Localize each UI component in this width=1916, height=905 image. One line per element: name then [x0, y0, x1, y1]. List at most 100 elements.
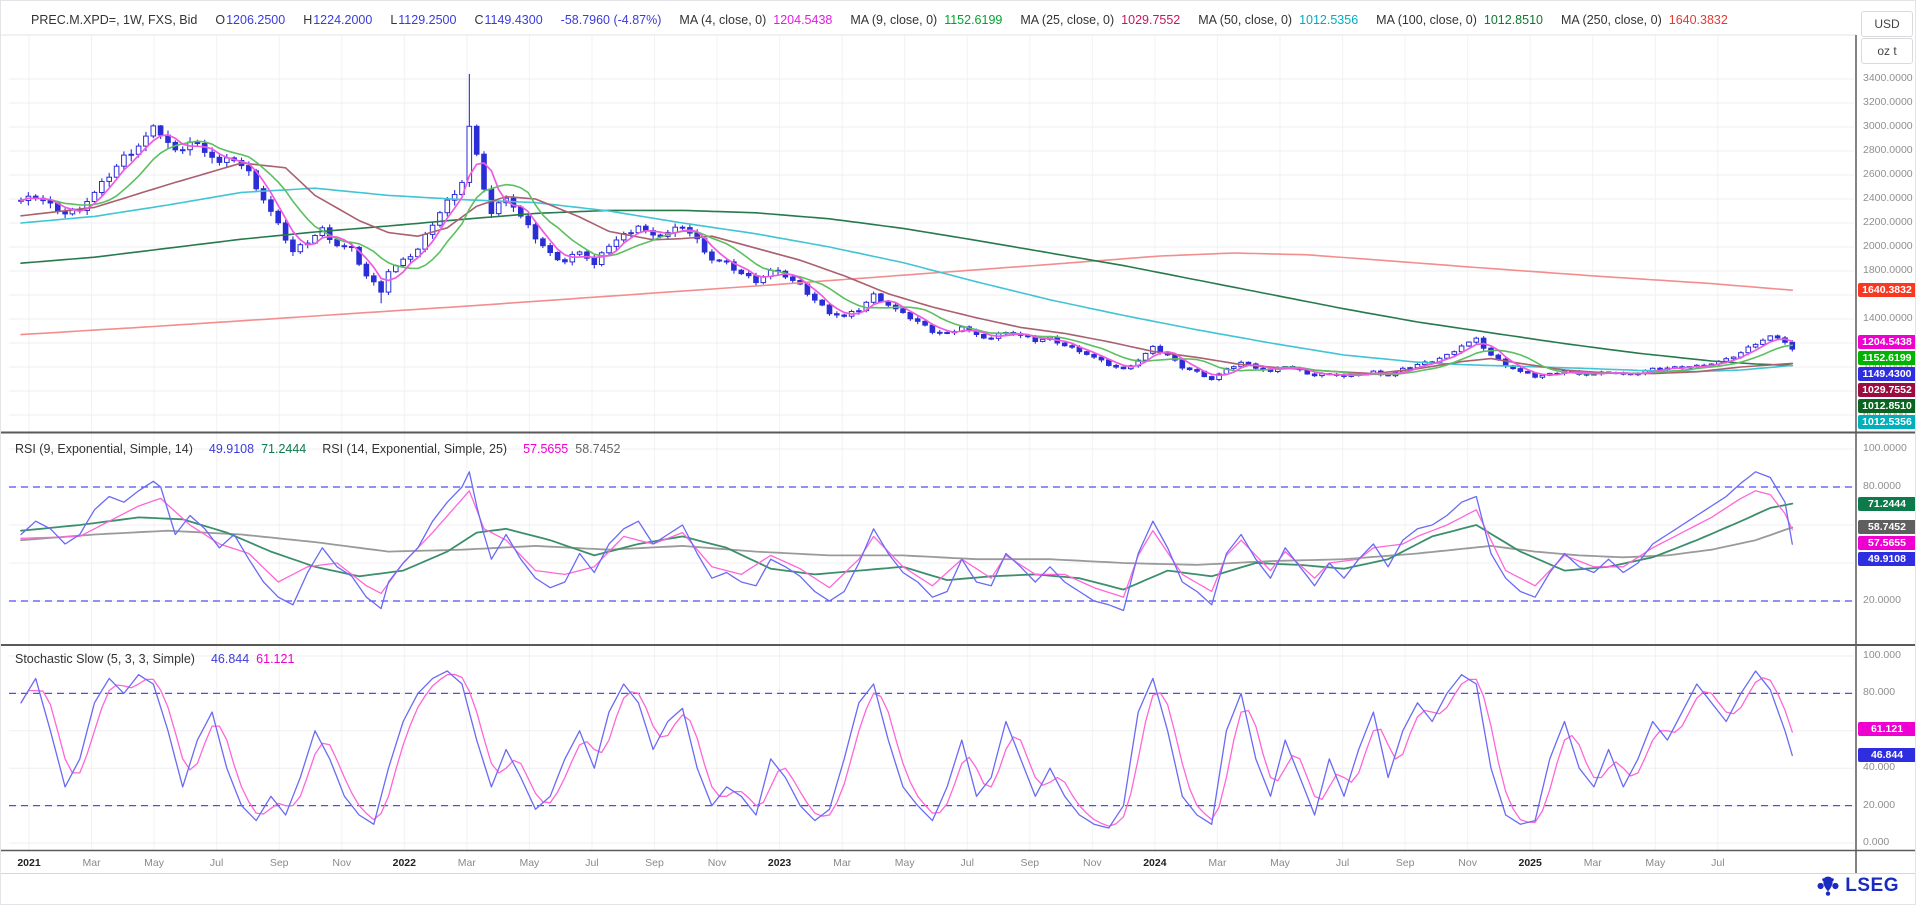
legend-group: 57.5655 58.7452: [523, 442, 620, 456]
legend-group: MA (4, close, 0) 1204.5438: [679, 13, 832, 27]
currency-unit-button[interactable]: USD: [1861, 11, 1913, 37]
legend-group: Stochastic Slow (5, 3, 3, Simple): [15, 652, 195, 666]
value-badge: 1640.3832: [1858, 283, 1915, 298]
legend-text: H: [303, 13, 313, 27]
legend-text: 1029.7552: [1121, 13, 1181, 27]
axis-tick-label: 1400.0000: [1863, 312, 1913, 324]
time-axis-month-label: May: [1270, 857, 1290, 869]
time-axis-year-label: 2024: [1143, 857, 1167, 869]
value-badge: 49.9108: [1858, 552, 1915, 567]
time-axis-month-label: Jul: [1335, 857, 1350, 869]
axis-tick-label: 100.000: [1863, 649, 1901, 661]
axis-tick-label: 20.0000: [1863, 594, 1901, 606]
legend-text: 1129.2500: [398, 13, 457, 27]
value-badge: 57.5655: [1858, 536, 1915, 551]
time-axis-month-label: Mar: [457, 857, 476, 869]
time-axis-month-label: Jul: [960, 857, 974, 869]
legend-text: L: [390, 13, 398, 27]
legend-text: 1149.4300: [484, 13, 543, 27]
legend-text: 1012.8510: [1483, 13, 1543, 27]
time-axis-year-label: 2025: [1518, 857, 1542, 869]
legend-text: 1012.5356: [1299, 13, 1359, 27]
time-axis-month-label: Nov: [1458, 857, 1477, 869]
axis-tick-label: 20.000: [1863, 798, 1896, 811]
legend-text: 49.9108: [208, 442, 255, 456]
legend-text: MA (250, close, 0): [1561, 13, 1662, 27]
axis-tick-label: 3400.0000: [1863, 72, 1913, 84]
time-axis-month-label: Jul: [209, 857, 224, 869]
value-badge: 1149.4300: [1858, 367, 1915, 382]
stochastic-indicator-label: Stochastic Slow (5, 3, 3, Simple) 46.844 6…: [15, 652, 294, 666]
axis-tick-label: 2400.0000: [1863, 192, 1913, 204]
legend-text: MA (100, close, 0): [1376, 13, 1477, 27]
legend-text: 1224.2000: [313, 13, 373, 27]
time-axis-year-label: 2023: [767, 857, 792, 869]
legend-group: C 1149.4300: [474, 13, 542, 27]
axis-tick-label: 2200.0000: [1863, 216, 1913, 228]
legend-text: Stochastic Slow (5, 3, 3, Simple): [15, 652, 195, 666]
legend-group: 46.844 61.121: [211, 652, 294, 666]
legend-group: RSI (9, Exponential, Simple, 14): [15, 442, 193, 456]
axis-tick-label: 40.000: [1863, 761, 1896, 774]
legend-text: 57.5655: [523, 442, 569, 456]
axis-tick-label: 2600.0000: [1863, 168, 1913, 180]
legend-group: -58.7960 (-4.87%): [561, 13, 662, 27]
legend-group: MA (250, close, 0) 1640.3832: [1561, 13, 1728, 27]
axis-tick-label: 0.000: [1863, 836, 1890, 848]
legend-group: L 1129.2500: [390, 13, 456, 27]
legend-text: O: [215, 13, 226, 27]
time-axis-month-label: May: [894, 857, 915, 869]
legend-text: RSI (14, Exponential, Simple, 25): [322, 442, 508, 456]
legend-group: MA (9, close, 0) 1152.6199: [850, 13, 1002, 27]
legend-text: MA (50, close, 0): [1198, 13, 1293, 27]
legend-group: O 1206.2500: [215, 13, 285, 27]
axis-tick-label: 80.000: [1863, 686, 1896, 699]
axis-tick-label: 100.0000: [1863, 442, 1907, 454]
time-axis-month-label: May: [519, 857, 540, 869]
legend-text: 58.7452: [575, 442, 621, 456]
legend-text: MA (25, close, 0): [1020, 13, 1115, 27]
time-axis-month-label: Nov: [332, 857, 352, 869]
axis-tick-label: 2000.0000: [1863, 240, 1913, 252]
time-axis-month-label: May: [144, 857, 165, 869]
value-badge: 61.121: [1858, 721, 1915, 736]
legend-text: 1206.2500: [226, 13, 286, 27]
rsi-indicator-label: RSI (9, Exponential, Simple, 14) 49.9108 7…: [15, 442, 620, 456]
legend-group: H 1224.2000: [303, 13, 372, 27]
legend-group: 49.9108 71.2444: [209, 442, 306, 456]
legend-text: C: [474, 13, 484, 27]
lseg-logo: LSEG: [1816, 874, 1899, 898]
legend-text: MA (9, close, 0): [850, 13, 938, 27]
time-axis-year-label: 2022: [392, 857, 416, 869]
legend-text: 71.2444: [261, 442, 307, 456]
legend-group: PREC.M.XPD=, 1W, FXS, Bid: [31, 13, 197, 27]
axis-tick-label: 1800.0000: [1863, 264, 1913, 276]
value-badge: 1012.8510: [1858, 399, 1915, 414]
value-badge: 1029.7552: [1858, 383, 1915, 398]
value-badge: 46.844: [1858, 748, 1915, 763]
time-axis-year-label: 2021: [17, 857, 41, 869]
axis-tick-label: 3000.0000: [1863, 120, 1913, 132]
time-axis-month-label: May: [1645, 857, 1666, 869]
value-badge: 71.2444: [1858, 496, 1915, 511]
time-axis-month-label: Mar: [1208, 857, 1227, 869]
legend-text: MA (4, close, 0): [679, 13, 767, 27]
legend-group: MA (25, close, 0) 1029.7552: [1020, 13, 1180, 27]
axis-tick-label: 2800.0000: [1863, 144, 1913, 156]
legend-text: 1152.6199: [944, 13, 1003, 27]
legend-text: 1640.3832: [1668, 13, 1728, 27]
legend-text: 1204.5438: [773, 13, 833, 27]
legend-text: PREC.M.XPD=, 1W, FXS, Bid: [31, 13, 198, 27]
value-badge: 1204.5438: [1858, 335, 1915, 350]
time-axis-month-label: Nov: [707, 857, 727, 869]
axis-tick-label: 3200.0000: [1863, 96, 1913, 108]
value-badge: 1152.6199: [1858, 351, 1915, 366]
weight-unit-button[interactable]: oz t: [1861, 38, 1913, 64]
legend-group: RSI (14, Exponential, Simple, 25): [322, 442, 507, 456]
time-axis-month-label: Jul: [1711, 857, 1725, 869]
lseg-crest-icon: [1817, 876, 1839, 896]
time-axis-month-label: Sep: [1395, 857, 1415, 869]
time-axis-month-label: Nov: [1083, 857, 1102, 869]
